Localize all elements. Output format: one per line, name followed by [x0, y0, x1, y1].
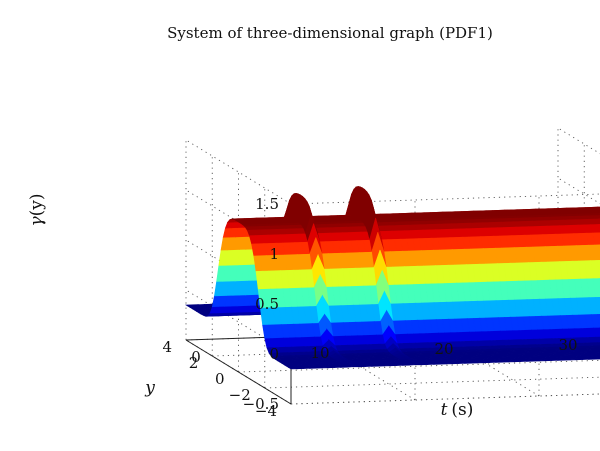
grid-line	[557, 127, 600, 155]
grid-line	[290, 193, 600, 205]
x-tick-label: 20	[434, 340, 453, 358]
y-tick-label: 4	[162, 338, 172, 356]
x-tick-label: 10	[310, 344, 329, 362]
chart-title: System of three-dimensional graph (PDF1)	[167, 24, 493, 42]
surface-layer	[184, 186, 600, 370]
z-tick-label: 1.5	[255, 195, 279, 213]
z-axis-label: γ(y)	[27, 193, 47, 226]
y-tick-label: 0	[215, 370, 225, 388]
x-axis-label: t (s)	[441, 400, 474, 420]
z-tick-label: 1	[269, 245, 279, 263]
y-tick-label: −4	[255, 402, 277, 420]
y-axis-label: y	[144, 378, 155, 398]
surface-patch	[287, 367, 299, 370]
y-tick-label: −2	[229, 386, 251, 404]
grid-line	[264, 376, 600, 389]
z-tick-label: 0	[269, 345, 279, 363]
x-tick-label: 0	[191, 348, 201, 366]
y-axis-line	[185, 339, 292, 405]
x-tick-label: 30	[558, 336, 577, 354]
y-tick-label: 2	[189, 354, 199, 372]
z-tick-label: 0.5	[255, 295, 279, 313]
z-tick-label: −0.5	[243, 395, 279, 413]
